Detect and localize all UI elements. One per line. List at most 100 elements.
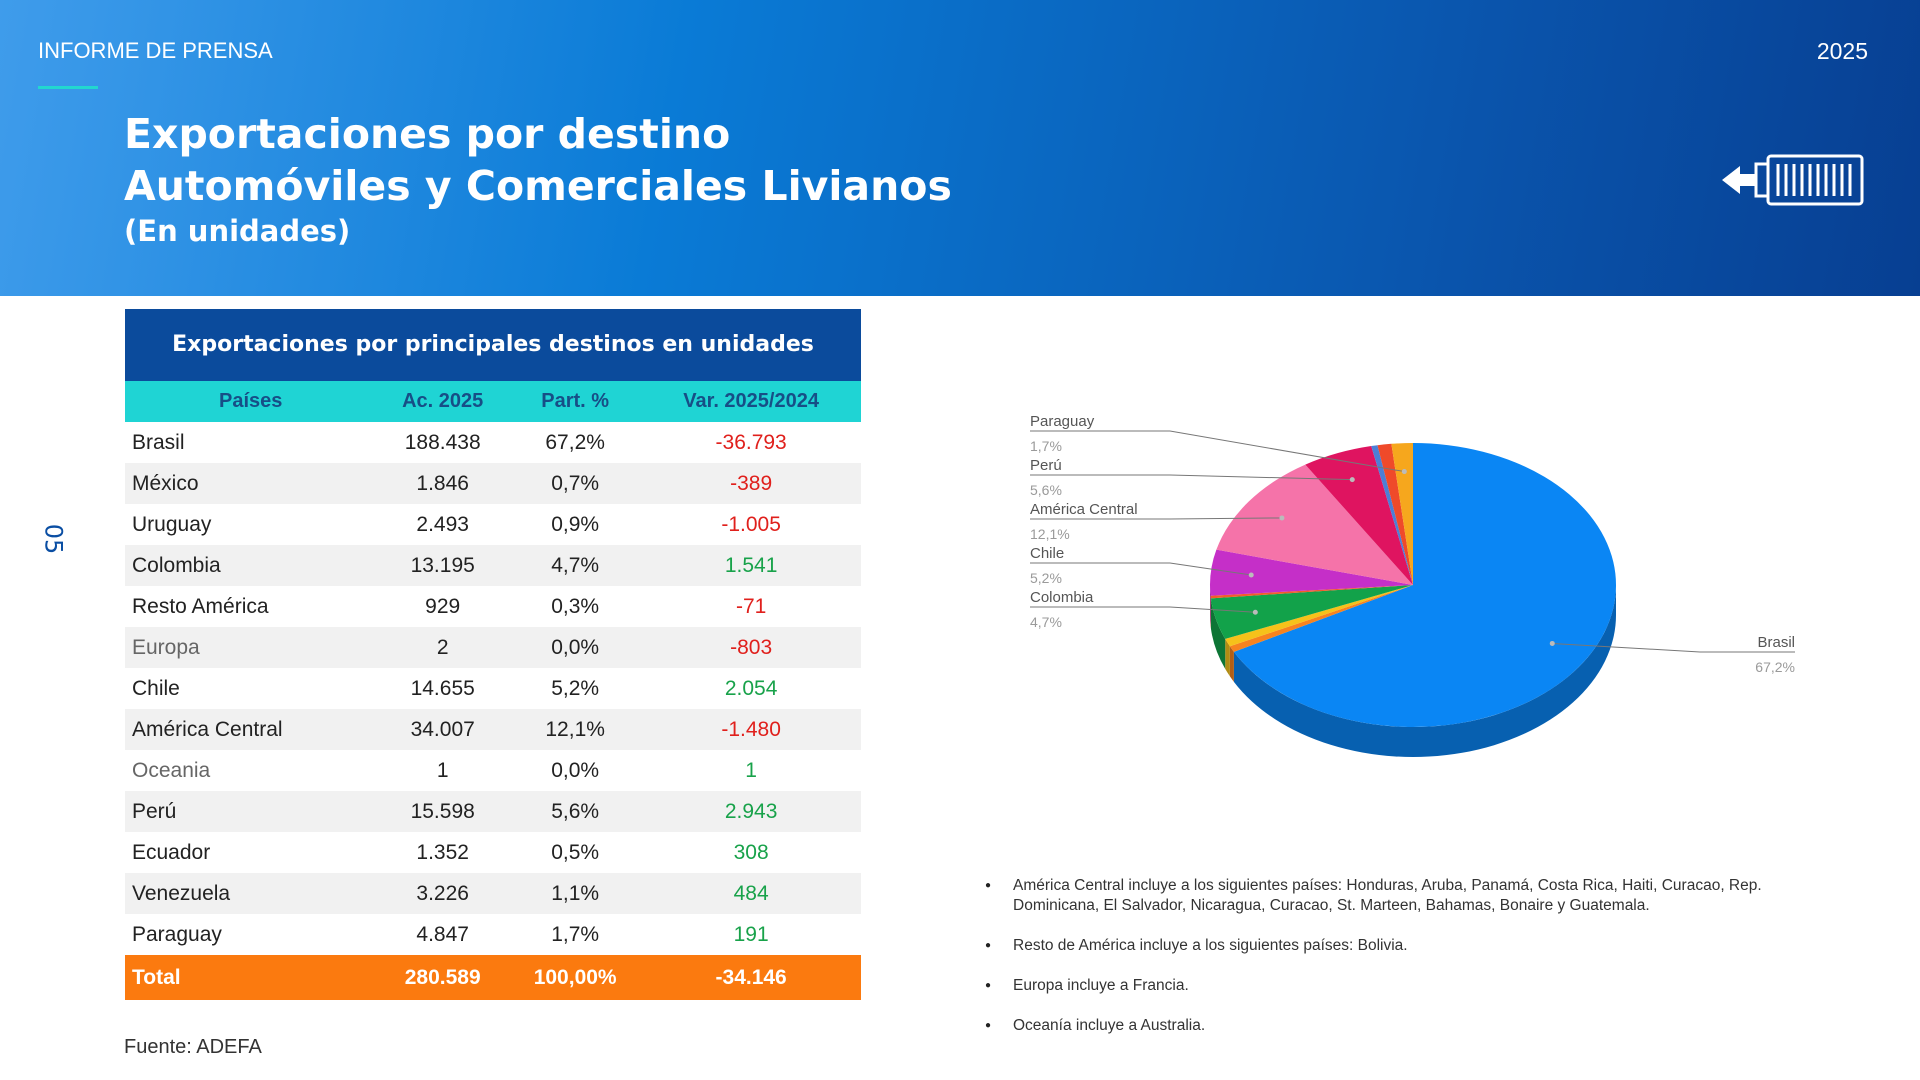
leader-line (1030, 606, 1256, 613)
slice (1391, 443, 1413, 585)
table-cell: 5,2% (551, 676, 600, 700)
slice-top (1229, 585, 1413, 652)
slice-label: América Central (1030, 501, 1138, 518)
container-icon (1722, 154, 1864, 206)
table-cell: -36.793 (715, 430, 787, 454)
table-cell: 2.054 (724, 676, 778, 700)
note: América Central incluye a los siguientes… (985, 876, 1805, 916)
slice-top (1305, 446, 1413, 585)
table-cell: 15.598 (376, 791, 510, 832)
pie-tops (1210, 443, 1616, 727)
table-cell: -1.005 (721, 512, 781, 536)
slice (1225, 585, 1413, 647)
slice-side (1233, 585, 1616, 757)
notes: América Central incluye a los siguientes… (985, 876, 1805, 1056)
total-cell: 280.589 (376, 955, 510, 1000)
slice (1216, 464, 1413, 585)
pie-sides (1210, 585, 1616, 757)
table-cell: Venezuela (125, 873, 377, 914)
column-header: Var. 2025/2024 (641, 381, 861, 422)
source: Fuente: ADEFA (124, 1036, 262, 1058)
table-row: Venezuela 3.226 1,1% 484 (125, 873, 861, 914)
exports-table: Exportaciones por principales destinos e… (125, 309, 861, 1000)
slice (1229, 585, 1413, 652)
table-cell: 1.541 (641, 545, 861, 586)
table-cell: 0,5% (551, 840, 600, 864)
table-cell: 0,9% (551, 512, 600, 536)
slice-label: Perú (1030, 457, 1062, 474)
table-cell: 1.352 (416, 840, 469, 864)
slice-top (1391, 443, 1413, 585)
slice-label: Brasil (1757, 634, 1795, 651)
table-row: Oceania 1 0,0% 1 (125, 750, 861, 791)
table-cell: 34.007 (376, 709, 510, 750)
table-row: Colombia 13.195 4,7% 1.541 (125, 545, 861, 586)
table-cell: 0,0% (551, 758, 600, 782)
total-cell: Total (125, 955, 377, 1000)
slice (1377, 443, 1413, 585)
table-cell: Uruguay (132, 512, 212, 536)
total-cell: 100,00% (509, 955, 642, 1000)
slice-top (1216, 464, 1413, 585)
table-cell: México (125, 463, 377, 504)
title: Exportaciones por destino (124, 110, 731, 158)
slice-value-label: 67,2% (1755, 659, 1795, 675)
total-row: Total 280.589 100,00% -34.146 (125, 955, 861, 1000)
slice (1210, 549, 1413, 596)
slice (1233, 443, 1616, 727)
slice (1210, 585, 1413, 639)
slice-side (1229, 646, 1234, 682)
table-body: Brasil 188.438 67,2% -36.793 México 1.846 0,7%… (125, 422, 861, 955)
slice-top (1371, 445, 1413, 585)
table-cell: 0,3% (551, 594, 600, 618)
table-cell: 1.846 (376, 463, 510, 504)
table-row: Uruguay 2.493 0,9% -1.005 (125, 504, 861, 545)
table-row: Paraguay 4.847 1,7% 191 (125, 914, 861, 955)
column-header: Ac. 2025 (376, 381, 510, 422)
table-cell: Ecuador (132, 840, 211, 864)
slice-value-label: 12,1% (1030, 526, 1070, 542)
leader-line (1030, 430, 1405, 473)
header-row: Países Ac. 2025 Part. % Var. 2025/2024 (125, 381, 861, 422)
leader-dot (1279, 515, 1285, 521)
table-cell: 188.438 (404, 430, 481, 454)
column-header: Países (125, 381, 377, 422)
table-title: Exportaciones por principales destinos e… (125, 309, 861, 381)
table-cell: -389 (641, 463, 861, 504)
slice (1210, 585, 1413, 599)
table-cell: Brasil (132, 430, 185, 454)
table-cell: -1.480 (641, 709, 861, 750)
table-cell: 484 (641, 873, 861, 914)
table-row: Chile 14.655 5,2% 2.054 (125, 668, 861, 709)
table-cell: 929 (425, 594, 461, 618)
kicker: INFORME DE PRENSA (38, 38, 273, 63)
table-cell: Perú (125, 791, 377, 832)
slice-label: Paraguay (1030, 413, 1095, 430)
leader-line (1030, 517, 1282, 520)
table-row: Ecuador 1.352 0,5% 308 (125, 832, 861, 873)
leader-dot (1549, 640, 1555, 646)
table-cell: Oceania (132, 758, 211, 782)
table-row: Perú 15.598 5,6% 2.943 (125, 791, 861, 832)
pie-chart: Paraguay 1,7% Perú 5,6% América Central 12,1%… (1030, 413, 1795, 757)
table-row: América Central 34.007 12,1% -1.480 (125, 709, 861, 750)
table-cell: 4,7% (509, 545, 642, 586)
table-cell: 0,7% (509, 463, 642, 504)
slice-value-label: 5,2% (1030, 570, 1062, 586)
table-cell: Paraguay (132, 922, 222, 946)
slice-label: Chile (1030, 545, 1064, 562)
subtitle: (En unidades) (124, 214, 351, 248)
total-cell: -34.146 (641, 955, 861, 1000)
table-cell: 1,1% (509, 873, 642, 914)
kicker-underline (38, 86, 98, 89)
page-number: 05 (39, 523, 68, 555)
table-cell: 13.195 (376, 545, 510, 586)
table-cell: 12,1% (509, 709, 642, 750)
slice-top (1210, 585, 1413, 639)
slice-value-label: 5,6% (1030, 482, 1062, 498)
leader-line (1030, 562, 1252, 576)
leader-dot (1252, 609, 1258, 615)
slice-top (1225, 585, 1413, 647)
table-cell: 2.943 (641, 791, 861, 832)
